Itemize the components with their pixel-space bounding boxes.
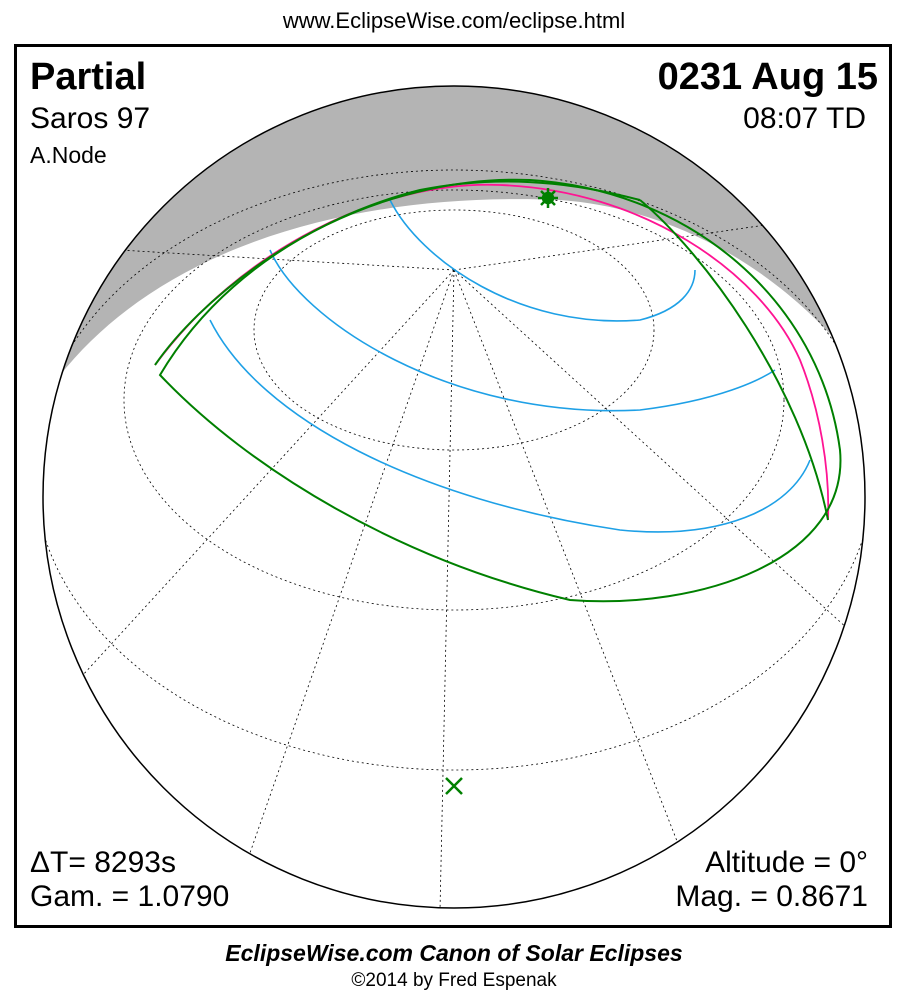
gamma: Gam. = 1.0790 [30,880,230,913]
greatest-eclipse-marker [538,188,558,208]
map-frame [14,44,892,928]
site-url: www.EclipseWise.com/eclipse.html [282,8,626,33]
eclipse-time: 08:07 TD [743,102,866,135]
graticule [43,169,865,908]
globe [43,86,865,908]
magnitude: Mag. = 0.8671 [675,880,868,913]
saros-number: Saros 97 [30,102,151,135]
delta-t: ΔT= 8293s [30,846,176,879]
eclipse-type: Partial [30,56,147,98]
altitude: Altitude = 0° [705,846,868,879]
subsolar-point-marker [445,777,463,795]
footer-title: EclipseWise.com Canon of Solar Eclipses [225,940,683,966]
footer-copyright: ©2014 by Fred Espenak [351,970,557,991]
eclipse-limit-lines [154,86,842,603]
eclipse-date: 0231 Aug 15 [657,56,878,98]
node: A.Node [30,142,107,168]
time-lines [209,199,811,533]
